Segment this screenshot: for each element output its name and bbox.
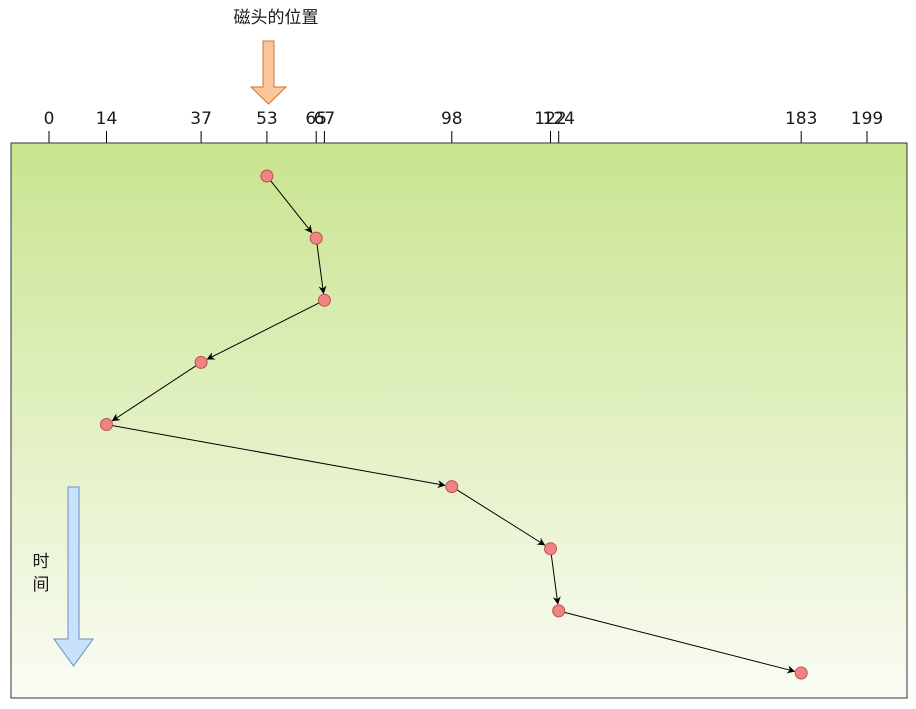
request-node-37 (194, 355, 208, 369)
track-tick-label-14: 14 (96, 109, 118, 129)
seek-path (111, 180, 796, 674)
request-nodes (100, 169, 808, 680)
request-node-98 (445, 480, 459, 494)
track-tick-label-53: 53 (256, 109, 278, 129)
request-node-53 (260, 169, 274, 183)
track-tick-label-67: 67 (314, 109, 336, 129)
time-label-1: 时 (33, 552, 50, 572)
head-position-arrow (249, 40, 288, 105)
seek-edge-67-to-37 (206, 302, 320, 360)
seek-edge-65-to-67 (316, 244, 327, 295)
time-arrow (53, 486, 94, 667)
seek-edge-122-to-124 (550, 554, 561, 605)
seek-edge-14-to-98 (112, 425, 446, 489)
track-tick-label-199: 199 (851, 109, 883, 129)
track-tick-label-0: 0 (44, 109, 55, 129)
seek-edge-53-to-65 (270, 180, 313, 234)
seek-edge-124-to-183 (564, 611, 796, 674)
head-position-title: 磁头的位置 (234, 8, 319, 28)
track-tick-label-65: 65 (305, 109, 327, 129)
request-node-122 (544, 542, 557, 556)
track-tick-label-122: 122 (534, 109, 566, 129)
track-tick-label-183: 183 (785, 109, 817, 129)
request-node-67 (317, 293, 331, 307)
time-label-2: 间 (33, 575, 50, 595)
request-node-65 (309, 231, 323, 245)
request-node-124 (552, 604, 566, 618)
track-tick-label-124: 124 (542, 109, 574, 129)
request-node-14 (100, 418, 113, 431)
request-node-183 (794, 666, 808, 680)
seek-edge-37-to-14 (111, 365, 197, 422)
track-panel (10, 142, 908, 699)
track-tick-label-98: 98 (441, 109, 463, 129)
track-tick-label-37: 37 (190, 109, 212, 129)
seek-edge-98-to-122 (456, 489, 546, 546)
